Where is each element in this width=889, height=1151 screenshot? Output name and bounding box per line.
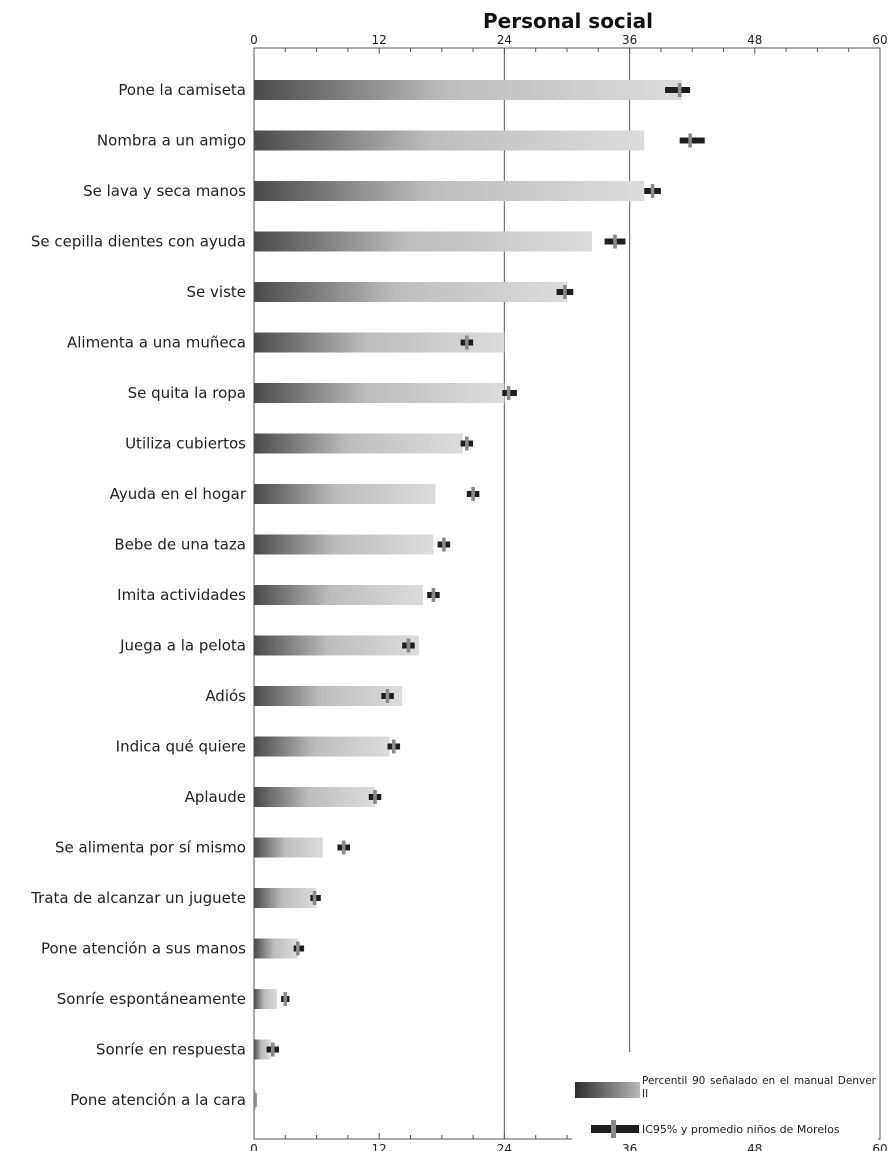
x-tick-label-bottom: 0 bbox=[250, 1142, 258, 1151]
mean-marker bbox=[442, 537, 446, 552]
x-tick-label-top: 48 bbox=[747, 33, 762, 47]
p90-bar bbox=[254, 484, 436, 504]
mean-marker bbox=[465, 436, 469, 451]
category-label: Se viste bbox=[187, 283, 247, 301]
mean-marker bbox=[392, 739, 396, 754]
mean-marker bbox=[253, 1093, 257, 1107]
category-label: Bebe de una taza bbox=[114, 536, 246, 554]
p90-bar bbox=[254, 635, 419, 656]
mean-marker bbox=[688, 133, 692, 148]
legend-ic-swatch-mean bbox=[611, 1120, 616, 1138]
x-tick-label-bottom: 48 bbox=[747, 1142, 762, 1151]
p90-bar bbox=[254, 181, 645, 201]
category-label: Pone atención a la cara bbox=[70, 1091, 246, 1109]
mean-marker bbox=[650, 184, 655, 198]
x-tick-label-bottom: 60 bbox=[872, 1142, 887, 1151]
category-label: Ayuda en el hogar bbox=[110, 485, 247, 503]
mean-marker bbox=[270, 1042, 275, 1057]
p90-bar bbox=[254, 534, 434, 555]
x-tick-label-top: 24 bbox=[497, 33, 512, 47]
x-tick-label-top: 12 bbox=[372, 33, 387, 47]
mean-marker bbox=[406, 638, 411, 653]
p90-bar bbox=[254, 433, 463, 454]
p90-bar bbox=[254, 332, 505, 353]
mean-marker bbox=[385, 689, 390, 703]
x-tick-label-bottom: 12 bbox=[372, 1142, 387, 1151]
mean-marker bbox=[341, 840, 346, 855]
p90-bar bbox=[254, 686, 403, 706]
bars bbox=[254, 80, 682, 1110]
mean-marker bbox=[471, 487, 475, 501]
p90-bar bbox=[254, 80, 682, 100]
legend-p90-swatch bbox=[575, 1082, 640, 1098]
category-label: Indica qué quiere bbox=[116, 738, 246, 756]
mean-marker bbox=[373, 790, 377, 804]
category-label: Se alimenta por sí mismo bbox=[55, 839, 246, 857]
category-label: Sonríe en respuesta bbox=[96, 1041, 246, 1059]
p90-bar bbox=[254, 130, 645, 151]
p90-bar bbox=[254, 938, 298, 959]
p90-bar bbox=[254, 837, 323, 858]
category-label: Pone la camiseta bbox=[118, 81, 246, 99]
p90-bar bbox=[254, 585, 424, 605]
x-tick-label-top: 0 bbox=[250, 33, 258, 47]
legend-ic-label: IC95% y promedio niños de Morelos bbox=[642, 1123, 840, 1136]
p90-bar bbox=[254, 888, 317, 908]
legend-p90-label: Percentil 90 señalado en el manual Denve… bbox=[642, 1075, 876, 1100]
ci-bar bbox=[679, 137, 705, 144]
category-label: Sonríe espontáneamente bbox=[57, 990, 246, 1008]
x-tick-label-top: 60 bbox=[872, 33, 887, 47]
error-bars bbox=[253, 83, 705, 1107]
mean-marker bbox=[506, 386, 511, 400]
category-label: Juega a la pelota bbox=[119, 637, 246, 655]
x-tick-label-top: 36 bbox=[622, 33, 637, 47]
ci-bar bbox=[665, 87, 691, 93]
p90-bar bbox=[254, 383, 505, 403]
category-labels: Pone la camiseta Nombra a un amigo Se lava… bbox=[30, 81, 247, 1109]
x-tick-label-bottom: 36 bbox=[622, 1142, 637, 1151]
category-label: Se lava y seca manos bbox=[83, 182, 246, 200]
category-label: Aplaude bbox=[185, 788, 246, 806]
legend: Percentil 90 señalado en el manual Denve… bbox=[572, 1052, 878, 1142]
mean-marker bbox=[296, 941, 300, 956]
mean-marker bbox=[677, 83, 682, 97]
category-label: Trata de alcanzar un juguete bbox=[30, 889, 246, 907]
p90-bar bbox=[254, 787, 376, 807]
p90-bar bbox=[254, 1039, 271, 1060]
p90-bar bbox=[254, 231, 593, 252]
category-label: Se quita la ropa bbox=[128, 384, 246, 402]
category-label: Nombra a un amigo bbox=[97, 132, 246, 150]
category-label: Se cepilla dientes con ayuda bbox=[31, 233, 246, 251]
x-tick-label-bottom: 24 bbox=[497, 1142, 512, 1151]
mean-marker bbox=[563, 285, 567, 299]
mean-marker bbox=[465, 335, 469, 350]
mean-marker bbox=[283, 992, 288, 1006]
mean-marker bbox=[613, 234, 617, 249]
mean-marker bbox=[312, 891, 317, 905]
p90-bar bbox=[254, 989, 277, 1009]
p90-bar bbox=[254, 736, 390, 757]
category-label: Adiós bbox=[205, 687, 246, 705]
mean-marker bbox=[431, 588, 436, 602]
p90-bar bbox=[254, 282, 567, 302]
category-label: Imita actividades bbox=[117, 586, 246, 604]
category-label: Utiliza cubiertos bbox=[125, 435, 246, 453]
category-label: Pone atención a sus manos bbox=[41, 940, 246, 958]
category-label: Alimenta a una muñeca bbox=[67, 334, 246, 352]
chart-title: Personal social bbox=[483, 9, 653, 33]
axes: 0 0 12 12 24 24 36 36 48 48 60 60 bbox=[250, 33, 887, 1151]
